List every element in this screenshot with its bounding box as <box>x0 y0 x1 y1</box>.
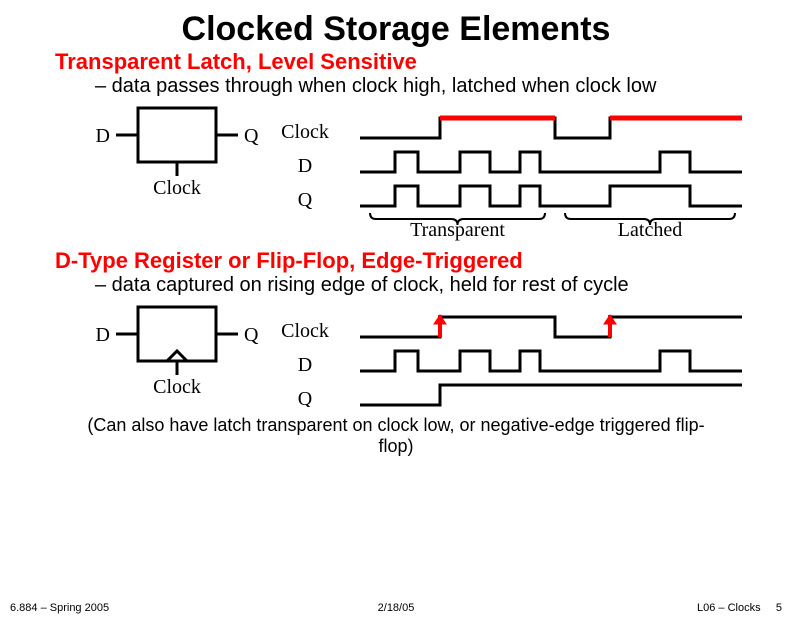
svg-text:Clock: Clock <box>281 121 329 143</box>
footer-right: L06 – Clocks 5 <box>697 602 782 614</box>
svg-text:Transparent: Transparent <box>410 219 505 241</box>
footnote-text: (Can also have latch transparent on cloc… <box>80 415 712 457</box>
section2-bullet: – data captured on rising edge of clock,… <box>95 274 792 297</box>
section1-bullet: – data passes through when clock high, l… <box>95 75 792 98</box>
svg-text:D: D <box>298 354 312 376</box>
slide-title: Clocked Storage Elements <box>0 10 792 49</box>
footer-right-label: L06 – Clocks <box>697 602 761 614</box>
footer-center: 2/18/05 <box>0 602 792 614</box>
svg-text:Q: Q <box>298 388 313 407</box>
svg-text:Q: Q <box>298 189 313 211</box>
svg-text:Q: Q <box>244 324 259 346</box>
footer-page-number: 5 <box>776 602 782 614</box>
latch-diagram: DQClockClockDQTransparentLatched <box>0 98 792 248</box>
svg-text:Clock: Clock <box>153 177 201 199</box>
svg-text:Latched: Latched <box>618 219 682 241</box>
slide: Clocked Storage Elements Transparent Lat… <box>0 10 792 622</box>
section2-heading: D-Type Register or Flip-Flop, Edge-Trigg… <box>55 248 792 274</box>
svg-text:D: D <box>96 125 110 147</box>
svg-text:Clock: Clock <box>281 320 329 342</box>
section1-heading: Transparent Latch, Level Sensitive <box>55 49 792 75</box>
svg-text:Clock: Clock <box>153 376 201 398</box>
svg-text:D: D <box>96 324 110 346</box>
flipflop-diagram: DQClockClockDQ <box>0 297 792 407</box>
svg-text:Q: Q <box>244 125 259 147</box>
svg-text:D: D <box>298 155 312 177</box>
